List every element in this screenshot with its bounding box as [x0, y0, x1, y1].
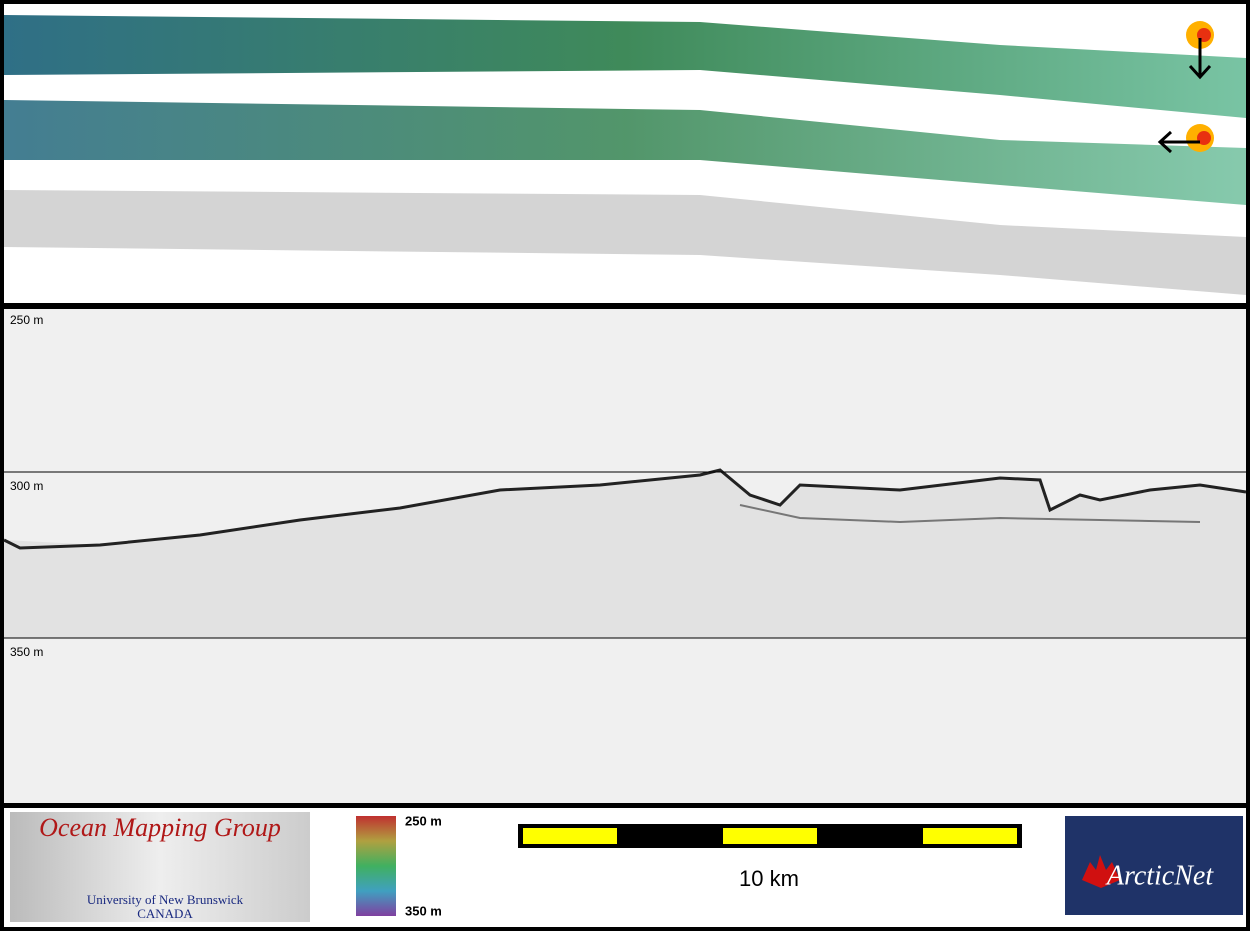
- ocean-mapping-logo: [10, 812, 310, 922]
- colorbar-label: 350 m: [405, 903, 442, 918]
- bathymetry-strip: [4, 100, 1246, 205]
- logo-text: University of New Brunswick: [87, 892, 244, 907]
- colorbar: [356, 816, 396, 916]
- depth-label: 300 m: [10, 479, 43, 493]
- seabed-reflector: [3, 468, 1247, 550]
- logo-title: ArcticNet: [1105, 860, 1214, 891]
- logo-title: Ocean Mapping Group: [39, 813, 281, 842]
- maple-leaf: [1082, 855, 1120, 888]
- sediment-shading: [4, 470, 1246, 638]
- colorbar-label: 250 m: [405, 813, 442, 828]
- bathymetry-strip: [4, 15, 1246, 118]
- scale-segment: [923, 828, 1017, 844]
- scale-segment: [723, 828, 817, 844]
- depth-label: 250 m: [10, 313, 43, 327]
- arcticnet-logo: [1065, 816, 1243, 915]
- sun-icon: [1157, 124, 1214, 154]
- sub-reflector: [739, 504, 1201, 524]
- depth-label: 350 m: [10, 645, 43, 659]
- scale-segment: [523, 828, 617, 844]
- scale-label: 10 km: [739, 866, 799, 891]
- sun-icon: [1186, 21, 1214, 80]
- backscatter-strip: [4, 190, 1246, 295]
- logo-text: CANADA: [137, 906, 193, 921]
